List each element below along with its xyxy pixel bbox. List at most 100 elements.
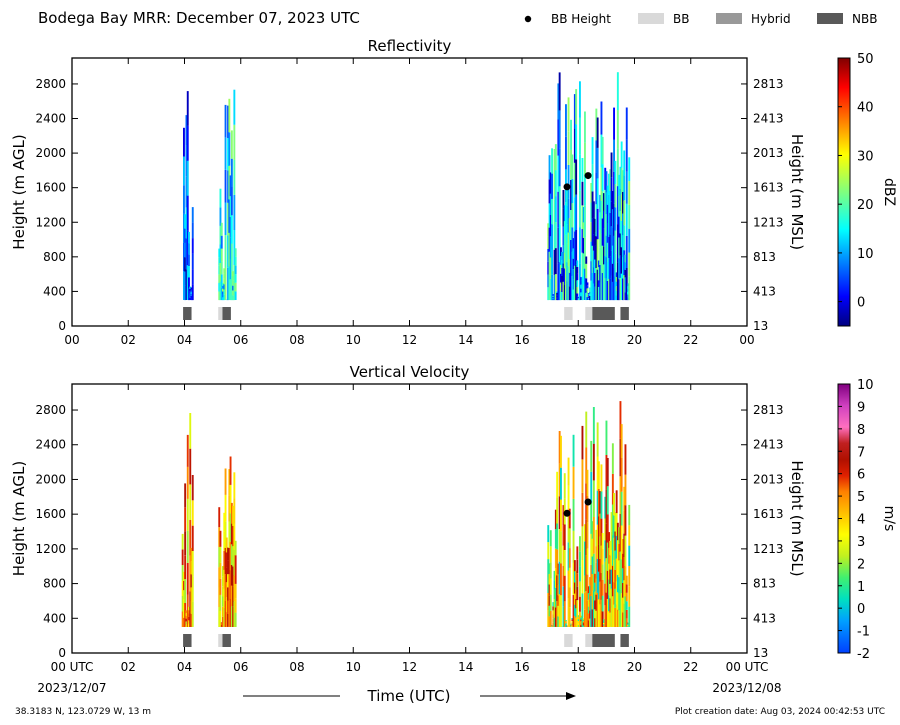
echo-cell xyxy=(581,229,584,253)
echo-cell xyxy=(181,611,184,627)
echo-cell xyxy=(591,272,594,301)
echo-cell xyxy=(190,289,193,292)
echo-cell xyxy=(590,440,593,472)
echo-cell xyxy=(553,199,556,225)
echo-cell xyxy=(571,178,574,204)
echo-cell xyxy=(594,582,596,592)
x-tick-label: 02 xyxy=(121,333,136,347)
echo-cell xyxy=(613,171,615,204)
colorbar-tick-label: 0 xyxy=(857,296,865,311)
echo-cell xyxy=(547,542,550,560)
echo-cell xyxy=(594,232,596,246)
echo-cell xyxy=(229,541,232,571)
echo-cell xyxy=(219,207,222,226)
echo-cell xyxy=(189,297,192,300)
echo-cell xyxy=(604,189,607,212)
x-axis-label: Time (UTC) xyxy=(367,687,451,705)
echo-cell xyxy=(572,434,575,467)
echo-cell xyxy=(560,256,562,265)
echo-cell xyxy=(592,517,595,554)
echo-cell xyxy=(552,299,555,301)
y-tick-right-label: 13 xyxy=(753,646,768,660)
legend-marker-bb-height xyxy=(524,15,532,23)
echo-cell xyxy=(586,574,589,601)
echo-cell xyxy=(554,568,557,588)
echo-cell xyxy=(618,593,621,611)
echo-cell xyxy=(552,614,555,619)
echo-cell xyxy=(608,595,610,612)
echo-cell xyxy=(623,275,626,300)
echo-cell xyxy=(189,448,192,485)
echo-cell xyxy=(615,295,618,301)
echo-cell xyxy=(184,214,187,229)
bb-class-bb xyxy=(585,307,593,320)
echo-cell xyxy=(606,185,609,205)
y-tick-right-label: 2813 xyxy=(753,403,784,417)
echo-cell xyxy=(548,573,551,585)
echo-cell xyxy=(190,298,193,301)
bb-class-bb xyxy=(564,634,573,647)
echo-cell xyxy=(570,119,572,150)
echo-cell xyxy=(604,256,607,279)
echo-cell xyxy=(572,248,575,259)
legend-label-bb: BB xyxy=(673,12,689,26)
echo-cell xyxy=(556,471,559,498)
x-tick-label: 00 xyxy=(64,333,79,347)
echo-cell xyxy=(596,208,599,240)
echo-cell xyxy=(188,277,190,289)
echo-cell xyxy=(609,212,612,235)
echo-cell xyxy=(579,227,581,264)
echo-cell xyxy=(218,567,221,588)
echo-cell xyxy=(595,562,598,579)
echo-cell xyxy=(599,247,602,265)
echo-cell xyxy=(570,209,572,240)
echo-cell xyxy=(594,246,596,260)
echo-cell xyxy=(234,256,237,266)
echo-cell xyxy=(225,537,228,553)
echo-cell xyxy=(225,567,228,583)
echo-cell xyxy=(184,555,187,580)
echo-cell xyxy=(185,238,188,270)
echo-cell xyxy=(228,521,231,548)
echo-cell xyxy=(587,297,590,299)
echo-cell xyxy=(232,546,235,567)
echo-cell xyxy=(576,280,579,287)
echo-cell xyxy=(592,217,595,235)
echo-cell xyxy=(591,538,594,557)
y-tick-right-label: 1613 xyxy=(753,181,784,195)
echo-cell xyxy=(616,609,619,627)
echo-cell xyxy=(616,110,619,149)
echo-cell xyxy=(601,136,604,165)
echo-cell xyxy=(591,245,594,273)
echo-cell xyxy=(560,595,562,627)
echo-cell xyxy=(614,253,617,277)
echo-cell xyxy=(582,284,585,300)
echo-cell xyxy=(556,291,559,293)
echo-cell xyxy=(601,245,604,273)
y-tick-label: 0 xyxy=(58,646,66,660)
echo-cell xyxy=(220,248,223,262)
echo-cell xyxy=(582,624,585,626)
echo-cell xyxy=(189,555,192,592)
echo-cell xyxy=(223,550,226,570)
echo-cell xyxy=(219,281,222,301)
echo-cell xyxy=(573,604,576,616)
y-tick-label: 1600 xyxy=(35,507,66,521)
start-date-label: 2023/12/07 xyxy=(37,681,106,695)
echo-cell xyxy=(611,281,614,301)
echo-cell xyxy=(606,486,609,515)
echo-cell xyxy=(557,584,560,596)
x-tick-label: 22 xyxy=(683,333,698,347)
echo-cell xyxy=(584,143,586,175)
echo-cell xyxy=(220,235,223,249)
echo-cell xyxy=(232,280,235,286)
echo-cell xyxy=(188,623,190,627)
echo-cell xyxy=(190,547,193,562)
colorbar-tick-label: 8 xyxy=(857,423,865,438)
echo-cell xyxy=(587,295,590,297)
echo-cell xyxy=(591,521,594,539)
echo-cell xyxy=(188,231,190,244)
echo-cell xyxy=(628,157,631,182)
echo-cell xyxy=(580,617,583,620)
plot-frame xyxy=(71,57,748,327)
